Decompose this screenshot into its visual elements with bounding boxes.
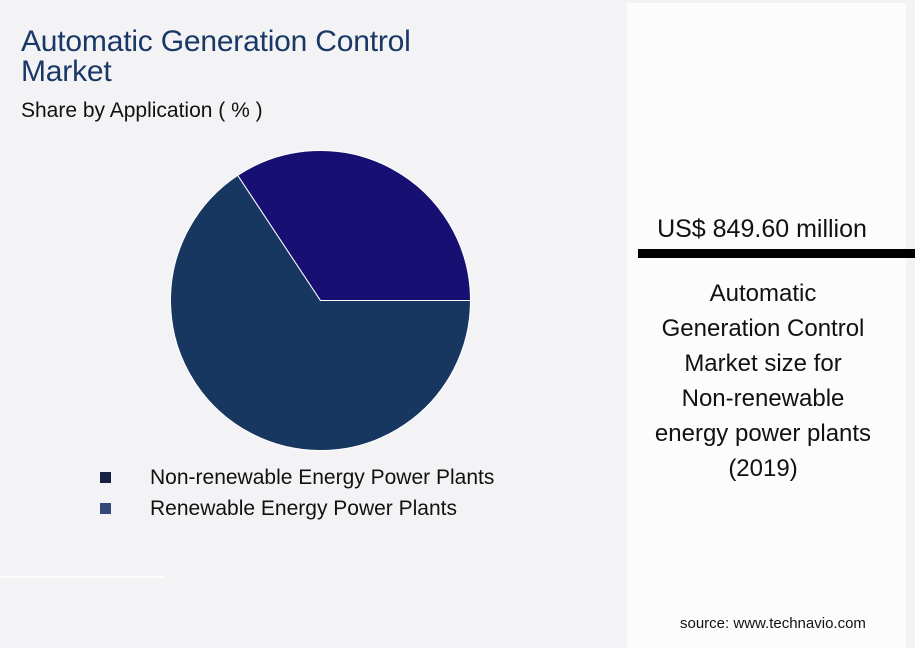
title-line-2: Market bbox=[21, 55, 112, 88]
chart-legend: Non-renewable Energy Power Plants Renewa… bbox=[100, 462, 494, 524]
highlight-panel bbox=[627, 3, 906, 648]
source-credit: source: www.technavio.com bbox=[680, 615, 866, 632]
description-line: Generation Control bbox=[661, 315, 865, 342]
pie-slice bbox=[237, 150, 471, 301]
legend-swatch-icon bbox=[100, 503, 111, 514]
description-line: Market size for bbox=[684, 350, 842, 377]
legend-label: Non-renewable Energy Power Plants bbox=[150, 465, 495, 489]
page-title: Automatic Generation Control Market bbox=[21, 27, 411, 87]
chart-subtitle: Share by Application ( % ) bbox=[21, 99, 263, 122]
market-size-value: US$ 849.60 million bbox=[657, 215, 867, 243]
description-line: (2019) bbox=[728, 455, 798, 482]
pie-slice bbox=[170, 174, 471, 451]
legend-item-nonrenewable: Non-renewable Energy Power Plants bbox=[100, 462, 494, 493]
pie-chart bbox=[170, 150, 471, 451]
title-line-1: Automatic Generation Control bbox=[21, 25, 411, 58]
value-divider bbox=[638, 249, 915, 258]
description-line: energy power plants bbox=[654, 420, 872, 447]
market-size-description: Automatic Generation Control Market size… bbox=[627, 276, 899, 486]
legend-item-renewable: Renewable Energy Power Plants bbox=[100, 493, 494, 524]
description-line: Automatic bbox=[709, 280, 817, 307]
legend-swatch-icon bbox=[100, 472, 111, 483]
divider-line bbox=[0, 576, 165, 578]
description-line: Non-renewable bbox=[681, 385, 845, 412]
legend-label: Renewable Energy Power Plants bbox=[150, 496, 458, 520]
